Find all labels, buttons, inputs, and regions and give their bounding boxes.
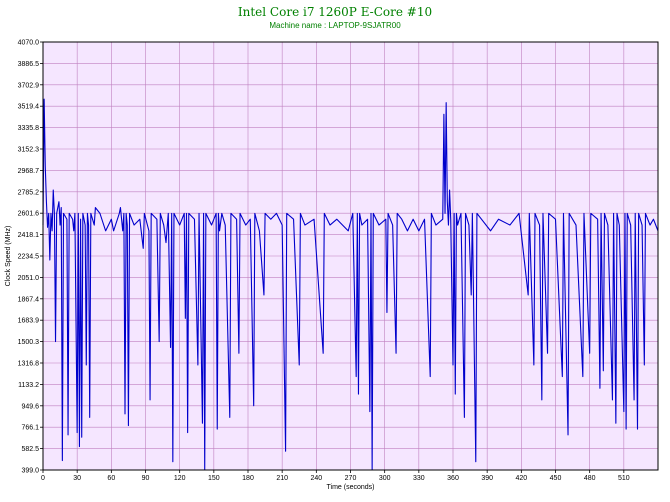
y-tick-label: 766.1 <box>21 425 39 432</box>
y-axis-ticks: 399.0 582.5 766.1 949.6 1133.2 1316.8 1500.3 16… <box>18 40 43 475</box>
series-line-0 <box>42 98 659 471</box>
y-axis-label: Clock Speed (MHz) <box>5 226 12 287</box>
y-tick-label: 3886.5 <box>18 61 40 68</box>
y-tick-label: 3335.8 <box>18 125 40 132</box>
x-tick-label: 90 <box>142 475 150 482</box>
x-tick-label: 210 <box>276 475 288 482</box>
y-tick-label: 3152.3 <box>18 146 40 153</box>
y-tick-label: 1500.3 <box>18 339 40 346</box>
y-tick-label: 1316.8 <box>18 360 40 367</box>
x-tick-label: 390 <box>481 475 493 482</box>
x-axis-ticks: 0 30 60 90 120 150 180 210 240 270 300 330 360 390 420… <box>41 470 630 482</box>
y-tick-label: 1133.2 <box>18 382 39 389</box>
y-tick-label: 2234.5 <box>18 254 40 261</box>
x-tick-label: 480 <box>584 475 596 482</box>
y-tick-label: 2785.2 <box>18 189 40 196</box>
y-tick-label: 2601.6 <box>18 211 40 218</box>
x-axis-label: Time (seconds) <box>327 484 375 491</box>
x-tick-label: 180 <box>242 475 254 482</box>
y-tick-label: 399.0 <box>21 468 39 475</box>
x-tick-label: 150 <box>208 475 220 482</box>
chart-title: Intel Core i7 1260P E-Core #10 <box>237 5 433 19</box>
x-tick-label: 0 <box>41 475 45 482</box>
y-tick-label: 3519.4 <box>18 104 40 111</box>
x-tick-label: 450 <box>550 475 562 482</box>
x-tick-label: 60 <box>107 475 115 482</box>
x-tick-label: 240 <box>310 475 322 482</box>
x-tick-label: 360 <box>447 475 459 482</box>
x-tick-label: 420 <box>515 475 527 482</box>
x-tick-label: 300 <box>379 475 391 482</box>
y-tick-label: 2968.7 <box>18 168 40 175</box>
y-tick-label: 582.5 <box>21 446 39 453</box>
x-tick-label: 330 <box>413 475 425 482</box>
y-tick-label: 2418.1 <box>18 232 40 239</box>
x-tick-label: 30 <box>73 475 81 482</box>
y-tick-label: 2051.0 <box>18 275 40 282</box>
x-tick-label: 270 <box>345 475 357 482</box>
y-tick-label: 3702.9 <box>18 82 40 89</box>
y-tick-label: 4070.0 <box>18 40 40 47</box>
x-tick-label: 510 <box>618 475 630 482</box>
y-tick-label: 1683.9 <box>18 318 40 325</box>
y-tick-label: 949.6 <box>21 403 39 410</box>
series-lines <box>42 98 659 471</box>
x-tick-label: 120 <box>174 475 186 482</box>
plot-border <box>42 41 659 471</box>
chart-subtitle: Machine name : LAPTOP-9SJATR00 <box>269 21 401 30</box>
y-tick-label: 1867.4 <box>18 296 40 303</box>
grid-lines <box>42 41 658 471</box>
